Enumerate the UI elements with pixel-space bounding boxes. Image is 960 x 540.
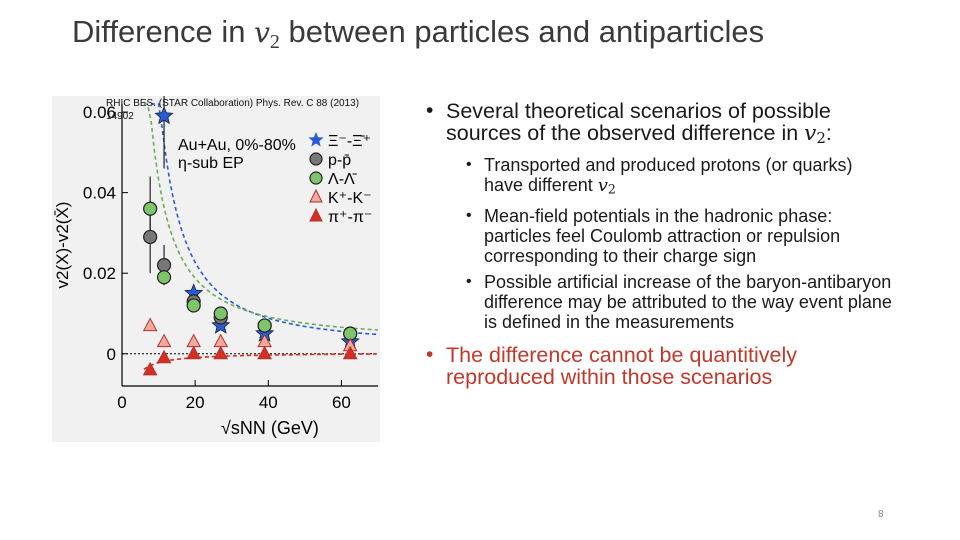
data-point bbox=[156, 258, 172, 273]
title-suffix: between particles and antiparticles bbox=[279, 14, 765, 49]
bullet-dot: • bbox=[466, 156, 472, 173]
data-point bbox=[213, 333, 229, 348]
data-point bbox=[154, 106, 174, 125]
bullet-main-conclusion: • The difference cannot be quantitively … bbox=[426, 342, 798, 389]
bullet-list: • Several theoretical scenarios of possi… bbox=[426, 100, 896, 396]
fit-curve-xi bbox=[143, 103, 379, 336]
chart-annotation-line1: Au+Au, 0%-80% bbox=[178, 137, 296, 154]
legend-marker bbox=[308, 132, 324, 147]
math-v2: v2 bbox=[804, 121, 826, 148]
data-point bbox=[142, 317, 158, 332]
bullet-main-scenarios: • Several theoretical scenarios of possi… bbox=[426, 100, 896, 332]
bullet-sub-transported: • Transported and produced protons (or q… bbox=[466, 155, 853, 197]
data-point bbox=[156, 333, 172, 348]
legend-label: Ξ⁻-Ξ̄⁺ bbox=[328, 133, 371, 150]
x-tick-label: 60 bbox=[332, 393, 351, 412]
data-point bbox=[186, 345, 202, 360]
v2-difference-chart: 0 0.02 0.04 0.06 0 20 40 60 √sNN (GeV) v2(X)-v2(X… bbox=[53, 96, 379, 438]
x-tick-label: 0 bbox=[117, 393, 126, 412]
legend-marker bbox=[309, 207, 323, 222]
title-prefix: Difference in bbox=[72, 14, 255, 49]
title-variable: v2 bbox=[254, 16, 280, 53]
bullet-dot: • bbox=[466, 272, 472, 290]
v2-difference-figure: 0 0.02 0.04 0.06 0 20 40 60 √sNN (GeV) v2(X)-v2(X… bbox=[52, 96, 380, 442]
data-point bbox=[213, 345, 229, 360]
x-axis-label: √sNN (GeV) bbox=[221, 418, 319, 438]
y-tick-label: 0.06 bbox=[83, 103, 116, 122]
chart-annotation-line2: η-sub EP bbox=[178, 155, 244, 172]
data-point bbox=[211, 315, 231, 334]
data-point bbox=[156, 349, 172, 364]
data-point bbox=[143, 229, 158, 245]
x-tick-label: 40 bbox=[259, 393, 278, 412]
legend-label: Λ-Λ̄ bbox=[328, 171, 358, 188]
y-tick-label: 0.02 bbox=[83, 264, 116, 283]
data-point bbox=[142, 361, 158, 376]
bullet-sub-mean-field: • Mean-field potentials in the hadronic … bbox=[466, 205, 841, 266]
legend-marker bbox=[309, 188, 323, 203]
data-point bbox=[257, 318, 272, 333]
data-point bbox=[186, 298, 201, 313]
legend-label: p-p̄ bbox=[328, 152, 351, 169]
legend-marker bbox=[309, 152, 323, 166]
bullet-sub-event-plane: • Possible artificial increase of the ba… bbox=[466, 271, 892, 332]
data-point bbox=[257, 345, 272, 360]
y-tick-label: 0.04 bbox=[83, 184, 116, 203]
data-point bbox=[143, 201, 158, 216]
legend-marker bbox=[309, 171, 323, 185]
legend-label: π⁺-π⁻ bbox=[328, 209, 372, 226]
y-tick-label: 0 bbox=[107, 345, 116, 364]
data-point bbox=[156, 270, 172, 285]
x-tick-label: 20 bbox=[186, 393, 205, 412]
math-v2: v2 bbox=[597, 175, 616, 197]
data-point bbox=[342, 345, 358, 360]
bullet-dot: • bbox=[426, 99, 434, 122]
slide-title: Difference in v2 between particles and a… bbox=[72, 14, 892, 54]
bullet-dot: • bbox=[426, 342, 434, 366]
citation: RHIC BES. (STAR Collaboration) Phys. Rev… bbox=[106, 98, 360, 122]
data-point bbox=[213, 306, 228, 321]
data-point bbox=[186, 333, 202, 348]
page-number: 8 bbox=[878, 509, 884, 520]
y-axis-label: v2(X)-v2(X̄) bbox=[53, 202, 72, 289]
bullet-dot: • bbox=[466, 206, 472, 224]
fit-curve-lambda bbox=[143, 103, 379, 331]
legend-label: K⁺-K⁻ bbox=[328, 190, 372, 207]
